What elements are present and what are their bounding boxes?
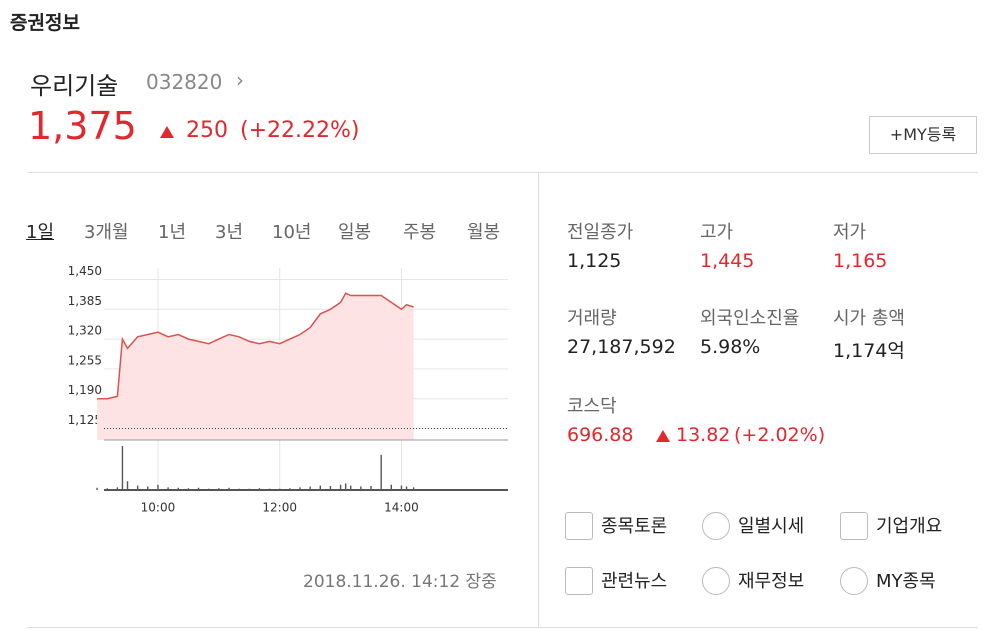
link-icon[interactable] <box>840 567 868 595</box>
y-tick-label: 1,385 <box>68 294 102 308</box>
divider <box>538 172 539 627</box>
link[interactable]: 종목토론 <box>601 516 668 537</box>
volume-bar <box>177 487 179 490</box>
volume-bar <box>121 446 124 490</box>
chevron[interactable]: › <box>236 68 244 92</box>
divider <box>27 172 978 173</box>
volume-bar <box>400 485 403 490</box>
stat-value: 27,187,592 <box>567 336 676 358</box>
volume-bar <box>405 486 408 490</box>
link-icon[interactable] <box>702 567 730 595</box>
volume-bar <box>319 485 321 490</box>
volume-bar <box>268 488 271 490</box>
stat-label: 저가 <box>833 222 867 243</box>
volume-bar <box>248 488 250 490</box>
stat-label: 전일종가 <box>567 222 634 243</box>
x-tick-label: 10:00 <box>141 501 176 515</box>
price: 1,375 <box>28 104 137 148</box>
up-arrow <box>656 430 670 442</box>
volume-bar <box>370 486 372 490</box>
tab[interactable]: 3개월 <box>84 222 129 243</box>
section-title: 증권정보 <box>10 12 80 34</box>
link[interactable]: 재무정보 <box>738 571 805 592</box>
y-tick-label: 1,190 <box>68 383 102 397</box>
link-icon[interactable] <box>840 512 868 540</box>
volume-bar <box>96 487 98 490</box>
y-tick-label: 1,255 <box>68 353 102 367</box>
stat-value: 1,174억 <box>833 340 905 362</box>
change: 250 <box>186 118 228 143</box>
volume-bar <box>187 488 190 490</box>
volume-bar <box>360 486 362 490</box>
volume-bar <box>218 488 220 490</box>
volume-bar <box>279 488 281 490</box>
volume-bar <box>197 487 200 490</box>
link[interactable]: MY종목 <box>876 571 936 592</box>
stat-value: 1,445 <box>700 250 755 272</box>
tab[interactable]: 주봉 <box>403 222 437 243</box>
volume-bar <box>380 454 382 490</box>
link[interactable]: 기업개요 <box>876 516 943 537</box>
volume-bar <box>167 487 169 490</box>
y-tick-label: 1,450 <box>68 264 102 278</box>
volume-bar <box>350 485 352 490</box>
divider <box>27 627 978 628</box>
tab[interactable]: 1년 <box>158 222 187 243</box>
volume-bar <box>147 486 149 490</box>
stat-value: 5.98% <box>700 336 761 358</box>
volume-bar <box>309 486 311 490</box>
volume-bar <box>390 484 393 490</box>
volume-bar <box>344 483 347 490</box>
index-change-pct: (+2.02%) <box>734 424 826 446</box>
link-icon[interactable] <box>702 512 730 540</box>
chart: 1,125 1,190 1,255 1,320 1,385 1,450 10:00 12:00… <box>68 264 508 515</box>
volume-bar <box>126 481 129 490</box>
link[interactable]: 일별시세 <box>738 516 805 537</box>
tab[interactable]: 1일 <box>26 222 55 243</box>
volume-bar <box>207 488 210 490</box>
volume-bar <box>136 485 139 490</box>
volume-bar <box>228 487 230 490</box>
tab[interactable]: 일봉 <box>338 222 372 243</box>
x-tick-label: 12:00 <box>262 501 297 515</box>
price-line <box>97 292 414 400</box>
timestamp: 2018.11.26. 14:12 장중 <box>303 572 497 592</box>
volume-bar <box>106 488 108 490</box>
volume-bar <box>116 487 119 490</box>
link-icon[interactable] <box>565 567 593 595</box>
volume-bar <box>289 488 291 490</box>
y-tick-label: 1,320 <box>68 324 102 338</box>
stat-value: 1,125 <box>567 250 622 272</box>
up-arrow <box>160 126 174 138</box>
stat-label: 거래량 <box>567 308 617 329</box>
volume-bar <box>412 487 415 490</box>
change-pct: (+22.22%) <box>240 118 360 143</box>
x-tick-label: 14:00 <box>384 501 419 515</box>
stat-value: 1,165 <box>833 250 888 272</box>
price-area <box>97 293 414 440</box>
index-name: 코스닥 <box>567 396 617 417</box>
index-value: 696.88 <box>567 424 634 446</box>
stat-label: 외국인소진율 <box>700 308 800 329</box>
stat-label: 시가 총액 <box>833 308 905 329</box>
stock-code: 032820 <box>146 70 223 94</box>
volume-bar <box>339 484 342 490</box>
tab[interactable]: 3년 <box>215 222 244 243</box>
y-tick-label: 1,125 <box>68 413 102 427</box>
volume-bar <box>299 487 301 490</box>
volume-bar <box>238 488 240 490</box>
stock-name[interactable]: 우리기술 <box>30 72 119 100</box>
link[interactable]: 관련뉴스 <box>601 571 668 592</box>
volume-bar <box>329 486 332 490</box>
my-button[interactable]: +MY등록 <box>869 116 977 154</box>
tab[interactable]: 월봉 <box>467 222 501 243</box>
volume-bar <box>157 484 159 490</box>
stat-label: 고가 <box>700 222 734 243</box>
link-icon[interactable] <box>565 512 593 540</box>
index-change: 13.82 <box>676 424 731 446</box>
volume-bar <box>258 488 261 490</box>
tab[interactable]: 10년 <box>272 222 312 243</box>
